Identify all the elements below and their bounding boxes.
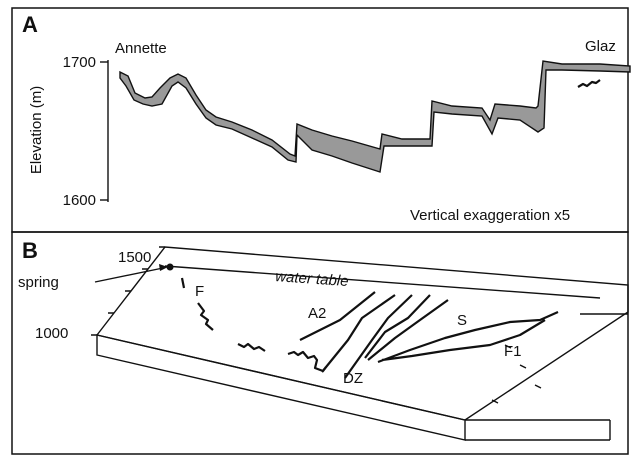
fault-zone	[300, 292, 558, 378]
tick-label: 1700	[63, 54, 96, 71]
fault-trace	[288, 352, 326, 371]
tick-label: 1000	[35, 325, 68, 342]
zone-label: F	[195, 283, 204, 300]
spring-label: spring	[18, 274, 59, 291]
site-label: Annette	[115, 40, 167, 57]
profile-fragment	[578, 80, 600, 87]
tick-label: 1600	[63, 192, 96, 209]
tick-label: 1500	[118, 249, 151, 266]
panel-label: A	[22, 12, 38, 37]
zone-label: A2	[308, 305, 326, 322]
water-table	[165, 266, 600, 298]
zone-label: F1	[504, 343, 522, 360]
site-label: Glaz	[585, 38, 616, 55]
fault-trace	[238, 344, 265, 351]
spring-point	[167, 264, 174, 271]
zone-label: DZ	[343, 370, 363, 387]
profile-band	[120, 61, 630, 172]
note: Vertical exaggeration x5	[410, 207, 570, 224]
axis-label: Elevation (m)	[28, 86, 45, 174]
water-table-label: water table	[275, 268, 349, 290]
panel-b-frame	[12, 232, 628, 454]
block-top	[97, 247, 628, 420]
panel-label: B	[22, 238, 38, 263]
arrow	[95, 268, 163, 282]
zone-label: S	[457, 312, 467, 329]
figure: A Annette Glaz Elevation (m) 1700 1600 V…	[0, 0, 640, 455]
